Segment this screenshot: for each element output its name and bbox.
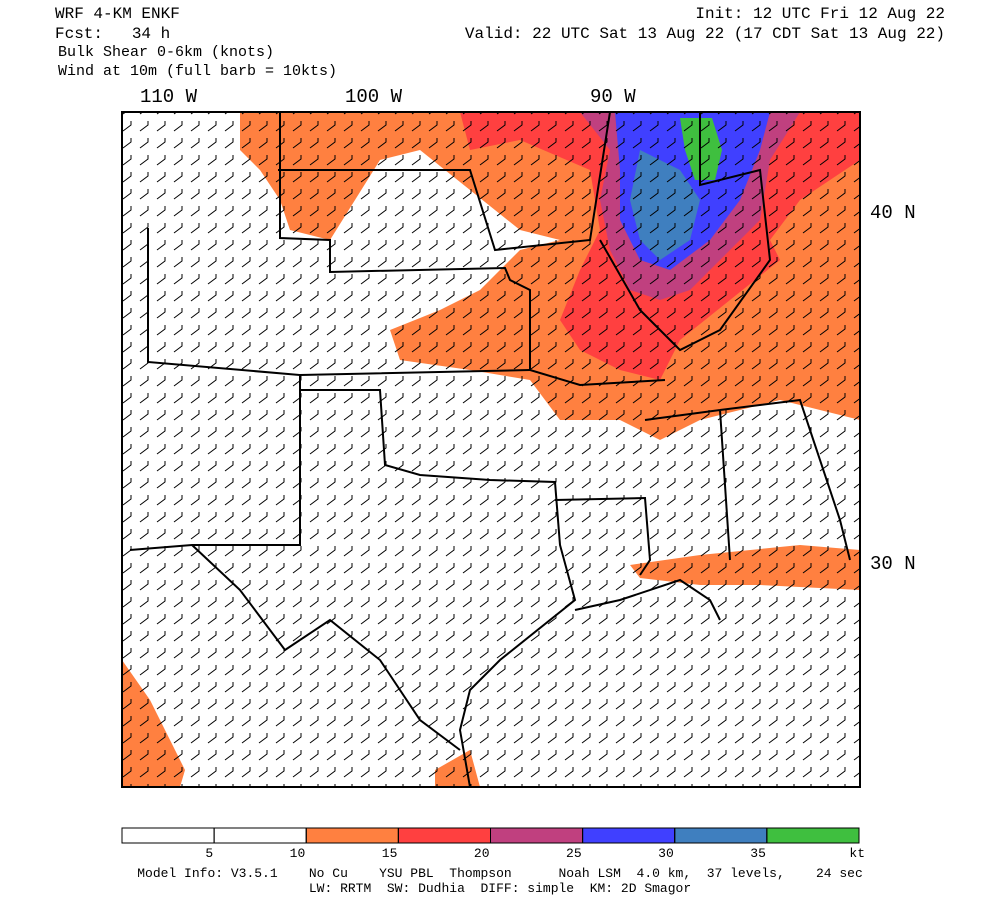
colorbar-box [582,827,676,844]
footer-line: Model Info: V3.5.1 No Cu YSU PBL Thompso… [137,866,863,881]
colorbar-box [121,827,215,844]
valid-time: Valid: 22 UTC Sat 13 Aug 22 (17 CDT Sat … [465,25,945,43]
footer-line: LW: RRTM SW: Dudhia DIFF: simple KM: 2D … [309,881,691,896]
lon-label: 90 W [590,86,636,108]
colorbar-box [766,827,860,844]
colorbar-unit: kt [849,846,865,861]
map-frame [121,111,861,788]
colorbar-box [674,827,768,844]
header-line: WRF 4-KM ENKF [55,5,180,23]
colorbar-tick-label: 10 [290,846,306,861]
colorbar-tick-label: 30 [658,846,674,861]
lat-label: 40 N [870,202,916,224]
header-line: Bulk Shear 0-6km (knots) [58,44,274,61]
state-borders [129,112,851,787]
init-time: Init: 12 UTC Fri 12 Aug 22 [695,5,945,23]
map [122,112,860,787]
header-line: Fcst: 34 h [55,25,170,43]
colorbar-tick-label: 15 [382,846,398,861]
lat-label: 30 N [870,553,916,575]
colorbar-tick-label: 5 [205,846,213,861]
colorbar: 5 10 15 20 25 30 35 kt [121,827,865,861]
colorbar-tick-label: 35 [750,846,766,861]
lon-label: 110 W [140,86,198,108]
header-line: Wind at 10m (full barb = 10kts) [58,63,337,80]
colorbar-tick-label: 20 [474,846,490,861]
colorbar-tick-label: 25 [566,846,582,861]
colorbar-box [397,827,491,844]
colorbar-box [305,827,399,844]
lon-label: 100 W [345,86,403,108]
colorbar-box [490,827,584,844]
colorbar-box [213,827,307,844]
